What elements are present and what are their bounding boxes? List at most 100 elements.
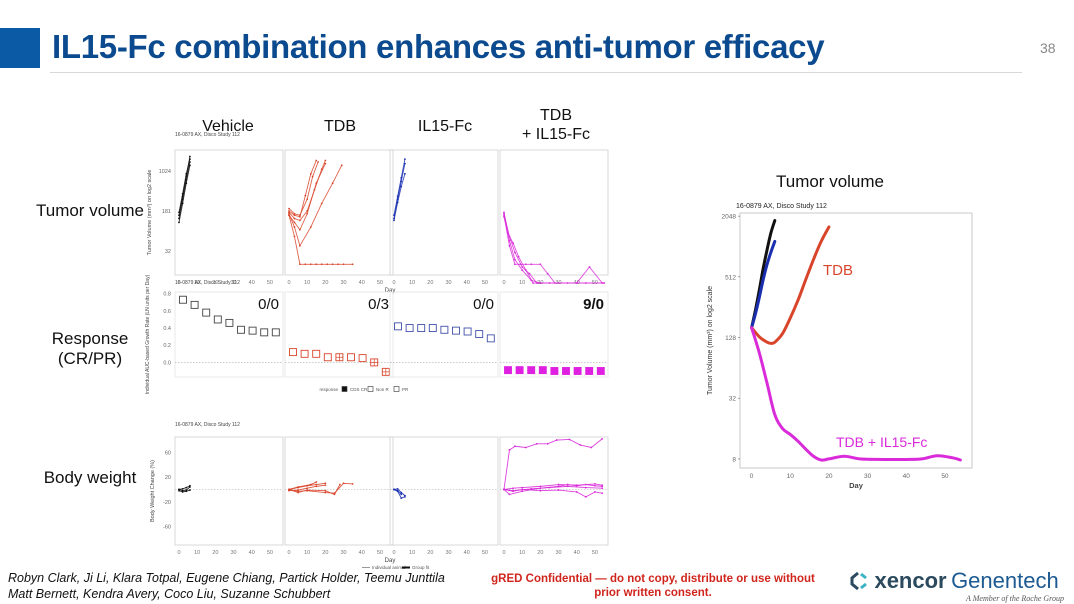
weight-point <box>601 492 604 495</box>
tumor-point <box>331 263 334 266</box>
response-marker <box>515 366 524 375</box>
y-axis-label: Body Weight Change (%) <box>150 460 156 522</box>
x-tick-label: 0 <box>750 473 754 480</box>
x-tick-label: 10 <box>787 473 795 480</box>
y-tick-label: -20 <box>163 500 171 506</box>
response-marker <box>417 324 426 333</box>
summary-heading: Tumor volume <box>775 172 884 191</box>
tumor-point <box>189 164 191 167</box>
tumor-point <box>288 210 290 212</box>
plot-frame <box>739 212 973 469</box>
column-label-combo-line2: + IL15-Fc <box>521 126 591 143</box>
weight-point <box>508 493 511 496</box>
weight-point <box>539 485 542 488</box>
weight-point <box>306 487 309 490</box>
tumor-point <box>539 282 542 284</box>
tumor-point <box>528 272 531 275</box>
tumor-point <box>299 219 301 222</box>
x-tick-label: 10 <box>519 550 525 556</box>
response-marker <box>538 366 547 375</box>
tumor-point <box>524 263 527 266</box>
x-tick-label: 50 <box>941 473 949 480</box>
tumor-point <box>575 282 578 284</box>
y-tick-label: 181 <box>162 209 171 215</box>
weight-point <box>535 442 538 445</box>
y-axis-label: Tumor Volume (mm³) on log2 scale <box>707 286 714 395</box>
tumor-point <box>185 172 188 175</box>
x-tick-label: 40 <box>464 550 470 556</box>
tumor-point <box>603 282 605 284</box>
tumor-point <box>320 202 323 205</box>
weight-point <box>178 488 180 491</box>
tumor-point <box>309 263 312 266</box>
weight-point <box>315 481 318 483</box>
weight-point <box>396 489 399 492</box>
weight-point <box>181 487 184 490</box>
tumor-line <box>178 159 191 213</box>
tumor-point <box>293 212 296 215</box>
panel-frame <box>499 149 609 276</box>
series-line-il15-fc <box>750 239 777 330</box>
weight-point <box>306 489 309 491</box>
weight-point <box>185 490 188 493</box>
tumor-line <box>393 173 406 221</box>
study-label: 16-0879 AX, Disco Study 112 <box>175 280 240 286</box>
tumor-point <box>293 221 296 224</box>
x-tick-label: 20 <box>322 550 328 556</box>
weight-point <box>400 493 403 496</box>
x-tick-label: 10 <box>194 280 200 286</box>
weight-point <box>297 490 299 493</box>
panel-frame <box>174 149 284 276</box>
response-marker <box>527 366 536 375</box>
faceted-figure: 16-0879 AX, Disco Study 112 Tumor Volume … <box>145 132 609 570</box>
tumor-point <box>320 263 323 266</box>
x-tick-label: 30 <box>340 550 346 556</box>
response-marker <box>225 318 234 327</box>
weight-point <box>393 488 395 491</box>
confidential-line-2: prior written consent. <box>594 587 712 599</box>
tumor-point <box>315 182 318 185</box>
response-marker <box>312 349 321 358</box>
x-tick-label: 10 <box>409 550 415 556</box>
weight-point <box>404 495 406 498</box>
x-tick-label: 0 <box>287 280 290 286</box>
weight-point <box>324 491 327 494</box>
weight-point <box>400 497 403 499</box>
panel-frame <box>174 291 284 378</box>
response-marker <box>452 326 460 335</box>
weight-line <box>503 484 603 495</box>
tumor-point <box>309 172 312 175</box>
body-weight-panels: 16-0879 AX, Disco Study 112 Body Weight C… <box>150 422 609 570</box>
response-marker <box>248 326 257 335</box>
weight-point <box>396 487 399 490</box>
x-tick-label: 40 <box>249 550 255 556</box>
y-tick-label: -60 <box>163 524 171 530</box>
tumor-line <box>393 163 406 219</box>
tumor-point <box>306 212 309 215</box>
x-tick-label: 50 <box>267 280 273 286</box>
tumor-point <box>508 239 511 242</box>
response-marker <box>585 367 594 375</box>
weight-point <box>512 489 514 492</box>
legend-entry: PR <box>402 387 409 392</box>
response-marker <box>271 328 280 337</box>
response-marker <box>394 322 402 331</box>
tumor-point <box>288 207 290 210</box>
weight-point <box>584 486 587 489</box>
weight-point <box>181 491 184 493</box>
tumor-point <box>324 159 327 162</box>
tumor-point <box>503 211 505 214</box>
tumor-line <box>288 165 343 247</box>
weight-point <box>530 487 533 490</box>
weight-line <box>503 483 603 490</box>
y-tick-label: 0.0 <box>163 360 171 366</box>
tumor-point <box>521 266 524 268</box>
x-tick-label: 50 <box>482 280 488 286</box>
weight-point <box>568 438 571 441</box>
legend-entry: CDS CR <box>350 387 368 392</box>
tumor-point <box>299 263 301 266</box>
x-tick-label: 30 <box>445 280 451 286</box>
y-tick-label: 32 <box>165 249 171 255</box>
genentech-logo-text: Genentech <box>951 568 1059 593</box>
weight-point <box>315 483 318 486</box>
